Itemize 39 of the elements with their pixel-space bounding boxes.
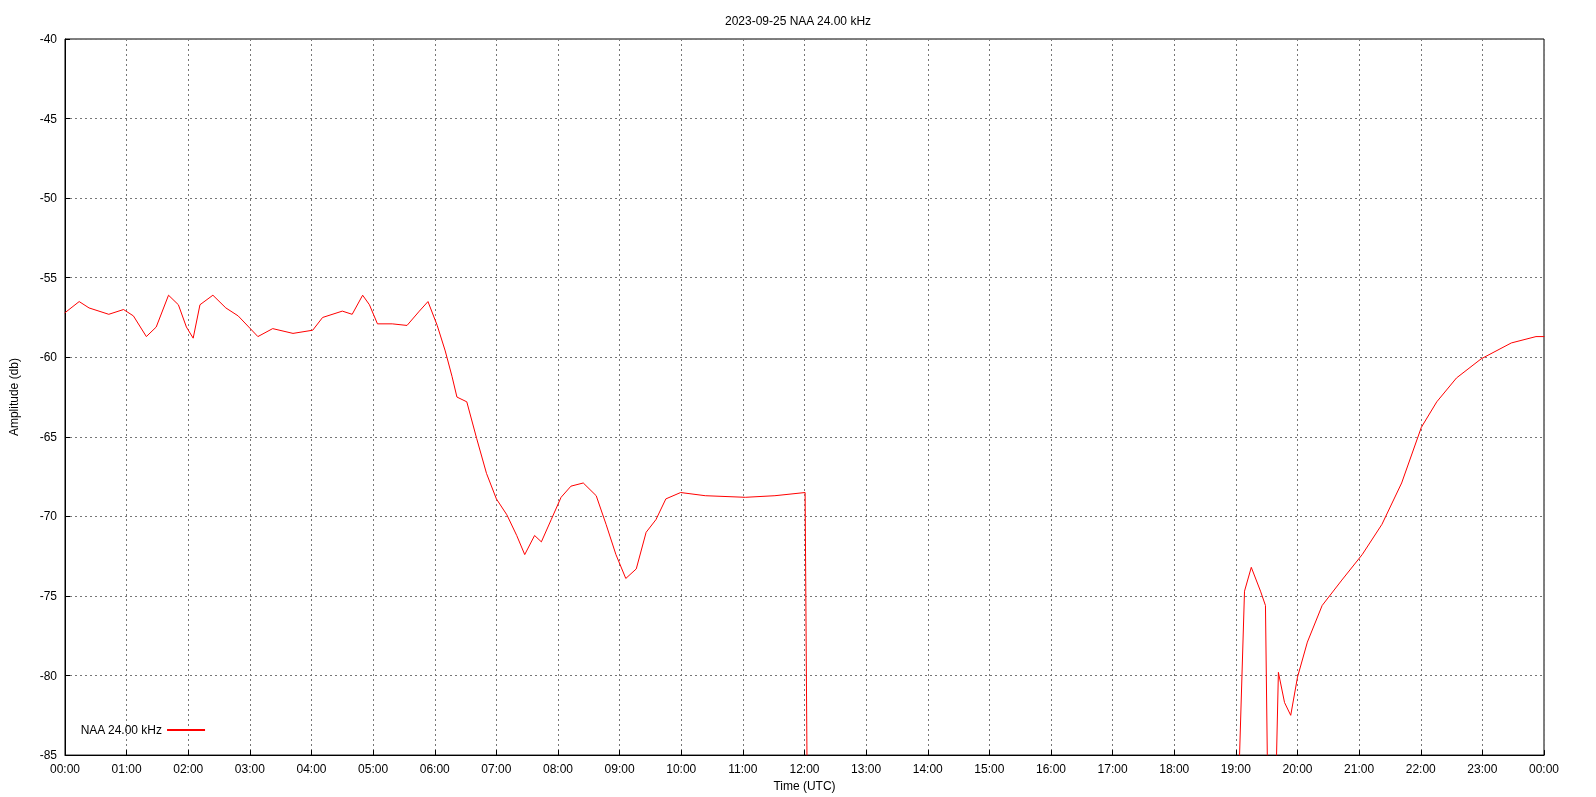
x-tick-label: 15:00 <box>974 762 1005 777</box>
y-tick-label: -80 <box>39 668 58 683</box>
y-axis-title: Amplitude (db) <box>7 358 21 437</box>
x-tick-label: 01:00 <box>111 762 142 777</box>
x-tick-label: 12:00 <box>789 762 820 777</box>
x-tick-label: 09:00 <box>604 762 635 777</box>
x-tick-label: 02:00 <box>173 762 204 777</box>
y-tick-label: -55 <box>39 270 58 285</box>
y-tick-label: -50 <box>39 191 58 206</box>
x-tick-label: 22:00 <box>1405 762 1437 777</box>
x-tick-label: 14:00 <box>912 762 944 777</box>
x-tick-label: 11:00 <box>728 762 758 777</box>
x-tick-label: 08:00 <box>542 762 574 777</box>
x-tick-label: 05:00 <box>358 762 389 777</box>
x-tick-label: 18:00 <box>1159 762 1190 777</box>
y-tick-label: -45 <box>39 111 58 126</box>
x-tick-label: 00:00 <box>1528 762 1560 777</box>
y-tick-label: -60 <box>39 350 58 365</box>
x-tick-label: 06:00 <box>419 762 451 777</box>
x-tick-label: 10:00 <box>666 762 697 777</box>
legend-label: NAA 24.00 kHz <box>80 723 163 737</box>
x-tick-label: 20:00 <box>1282 762 1313 777</box>
x-tick-label: 13:00 <box>851 762 882 777</box>
x-tick-label: 07:00 <box>481 762 512 777</box>
y-tick-label: -75 <box>39 588 58 603</box>
x-tick-label: 17:00 <box>1097 762 1128 777</box>
x-tick-label: 03:00 <box>234 762 266 777</box>
x-tick-label: 19:00 <box>1220 762 1252 777</box>
x-tick-label: 21:00 <box>1344 762 1375 777</box>
y-tick-label: -70 <box>39 509 58 524</box>
x-tick-label: 23:00 <box>1467 762 1498 777</box>
chart-title: 2023-09-25 NAA 24.00 kHz <box>724 14 872 28</box>
y-tick-label: -85 <box>39 748 58 763</box>
x-axis-title: Time (UTC) <box>773 779 836 793</box>
x-tick-label: 04:00 <box>296 762 327 777</box>
y-tick-label: -65 <box>39 429 58 444</box>
x-tick-label: 16:00 <box>1035 762 1067 777</box>
x-tick-label: 00:00 <box>49 762 81 777</box>
y-tick-label: -40 <box>39 32 58 46</box>
